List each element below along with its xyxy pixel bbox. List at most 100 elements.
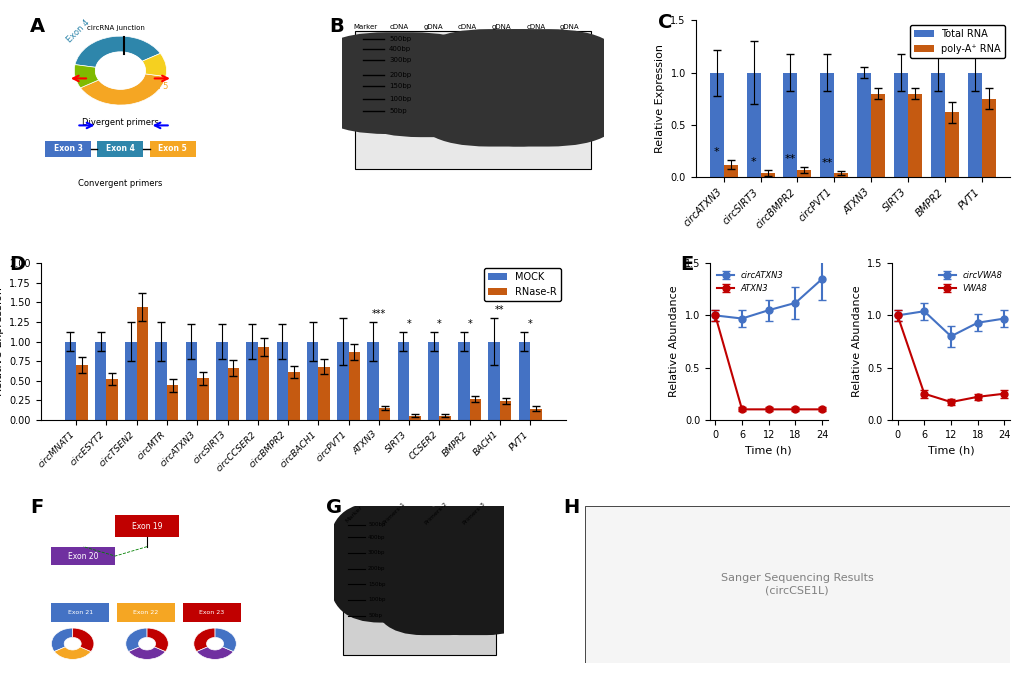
Text: 150bp: 150bp — [388, 83, 411, 89]
Bar — [76, 365, 88, 420]
Text: 100bp: 100bp — [388, 96, 411, 102]
Text: cDNA: cDNA — [526, 24, 545, 30]
Bar — [746, 72, 760, 177]
Text: *: * — [713, 148, 719, 157]
Bar — [95, 342, 106, 420]
X-axis label: Time (h): Time (h) — [926, 445, 973, 455]
FancyBboxPatch shape — [371, 533, 500, 635]
FancyBboxPatch shape — [584, 506, 1009, 663]
Text: Primers-2: Primers-2 — [423, 501, 448, 526]
X-axis label: Time (h): Time (h) — [745, 445, 791, 455]
Bar — [519, 342, 530, 420]
Bar — [499, 401, 511, 420]
Bar — [367, 342, 378, 420]
Bar — [783, 72, 797, 177]
FancyBboxPatch shape — [376, 36, 558, 137]
Text: E: E — [680, 255, 693, 275]
Bar — [929, 72, 944, 177]
Text: Marker: Marker — [354, 24, 377, 30]
FancyBboxPatch shape — [183, 603, 240, 622]
Circle shape — [95, 52, 146, 89]
Text: 500bp: 500bp — [388, 36, 411, 42]
FancyBboxPatch shape — [328, 502, 458, 604]
Wedge shape — [54, 647, 91, 659]
Wedge shape — [128, 647, 165, 659]
Text: **: ** — [784, 154, 795, 163]
Text: A: A — [31, 17, 46, 36]
Text: Exon 23: Exon 23 — [199, 610, 224, 615]
Text: Exon 5: Exon 5 — [158, 144, 186, 154]
FancyBboxPatch shape — [308, 32, 491, 134]
Text: gDNA: gDNA — [559, 24, 579, 30]
Bar — [893, 72, 907, 177]
FancyBboxPatch shape — [51, 603, 109, 622]
Text: Sanger Sequencing Results
(circCSE1L): Sanger Sequencing Results (circCSE1L) — [720, 574, 873, 595]
Wedge shape — [194, 628, 215, 652]
Bar — [458, 342, 469, 420]
Text: cDNA: cDNA — [458, 24, 477, 30]
Text: *: * — [407, 319, 411, 329]
Bar — [428, 342, 439, 420]
Y-axis label: Relative Abundance: Relative Abundance — [668, 285, 679, 398]
FancyBboxPatch shape — [410, 45, 593, 147]
Bar — [287, 372, 300, 420]
Text: 300bp: 300bp — [388, 57, 411, 63]
Text: 300bp: 300bp — [368, 550, 385, 555]
Text: Exon 4: Exon 4 — [106, 144, 135, 154]
Text: Marker: Marker — [344, 504, 364, 523]
Text: Primers-3: Primers-3 — [461, 501, 485, 526]
Wedge shape — [72, 628, 94, 652]
Text: *: * — [467, 319, 472, 329]
Text: Primers-1: Primers-1 — [381, 501, 406, 526]
Text: Convergent primers: Convergent primers — [78, 180, 162, 189]
Bar — [185, 342, 197, 420]
Text: gDNA: gDNA — [491, 24, 512, 30]
Bar — [216, 342, 227, 420]
Bar — [819, 72, 834, 177]
Text: gDNA: gDNA — [424, 24, 443, 30]
Bar — [378, 408, 390, 420]
Text: *: * — [528, 319, 532, 329]
Bar — [856, 72, 870, 177]
Bar — [348, 352, 360, 420]
FancyBboxPatch shape — [117, 603, 174, 622]
Text: Exon 5: Exon 5 — [140, 83, 168, 92]
Text: 50bp: 50bp — [368, 613, 382, 618]
Bar — [530, 409, 541, 420]
FancyBboxPatch shape — [115, 515, 178, 538]
Text: 400bp: 400bp — [388, 46, 411, 52]
Wedge shape — [81, 74, 166, 105]
FancyBboxPatch shape — [45, 141, 91, 156]
Text: 200bp: 200bp — [368, 566, 385, 571]
Text: Exon 22: Exon 22 — [133, 610, 159, 615]
Bar — [167, 385, 178, 420]
Wedge shape — [125, 628, 147, 652]
FancyBboxPatch shape — [371, 518, 500, 619]
Text: 150bp: 150bp — [368, 582, 385, 587]
Bar — [227, 368, 238, 420]
Y-axis label: Relative Expression: Relative Expression — [0, 287, 4, 396]
Legend: circVWA8, VWA8: circVWA8, VWA8 — [934, 267, 1005, 296]
Bar — [137, 307, 148, 420]
Text: G: G — [325, 498, 341, 517]
Text: F: F — [31, 498, 44, 517]
Bar — [246, 342, 258, 420]
Text: **: ** — [495, 305, 504, 315]
Wedge shape — [51, 628, 72, 652]
Text: B: B — [328, 17, 343, 36]
Text: H: H — [564, 498, 579, 517]
Bar — [469, 399, 481, 420]
Text: Divergent primers: Divergent primers — [82, 118, 159, 128]
Bar — [980, 99, 995, 177]
Legend: Total RNA, poly-A⁺ RNA: Total RNA, poly-A⁺ RNA — [909, 25, 1004, 58]
Wedge shape — [74, 65, 99, 88]
Wedge shape — [75, 36, 160, 68]
Wedge shape — [197, 647, 233, 659]
Bar — [258, 347, 269, 420]
Wedge shape — [215, 628, 236, 652]
FancyBboxPatch shape — [443, 45, 627, 147]
Text: cDNA: cDNA — [389, 24, 409, 30]
Bar — [870, 94, 884, 177]
Bar — [125, 342, 137, 420]
Bar — [318, 367, 329, 420]
